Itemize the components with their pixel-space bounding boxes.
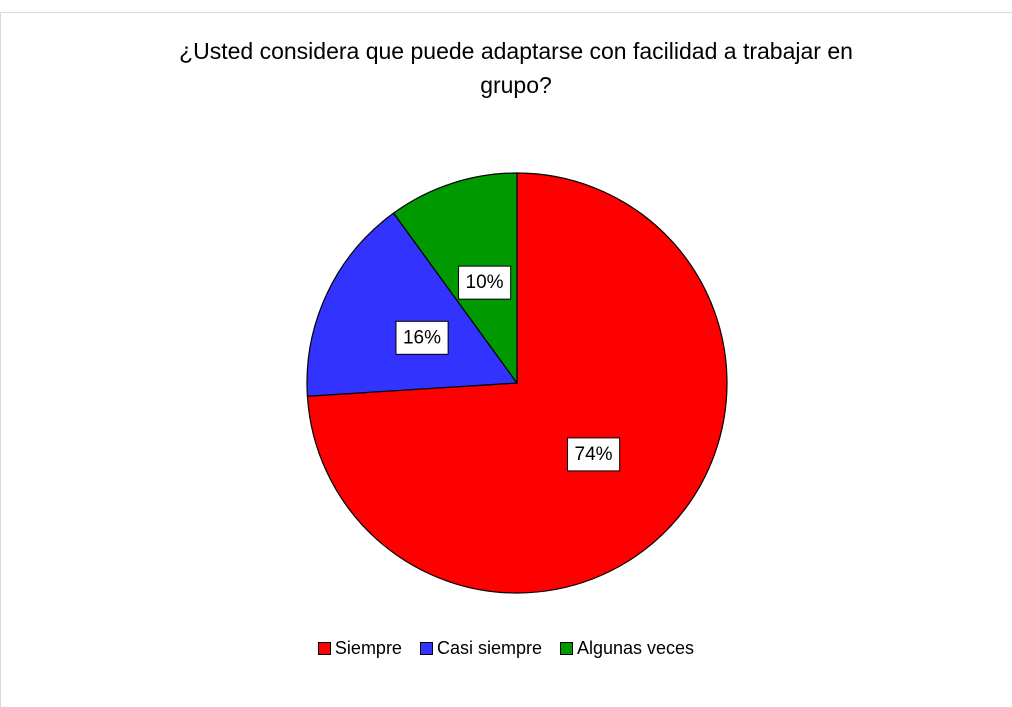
legend-item: Casi siempre <box>419 638 542 659</box>
data-label: 74% <box>567 437 621 472</box>
data-label-box <box>395 320 449 355</box>
data-label-box <box>458 265 512 300</box>
data-label-box <box>567 437 621 472</box>
data-label-text: 10% <box>466 272 504 293</box>
chart-title: ¿Usted considera que puede adaptarse con… <box>179 38 853 98</box>
data-label: 10% <box>458 265 512 300</box>
data-label: 16% <box>395 320 449 355</box>
data-label-text: 74% <box>575 444 613 465</box>
pie-slice <box>306 212 519 397</box>
legend-label: Siempre <box>334 638 402 658</box>
legend-item: Siempre <box>317 638 402 659</box>
chart-border <box>0 12 1012 707</box>
legend-label: Algunas veces <box>576 638 695 658</box>
legend-swatch <box>559 642 573 655</box>
legend-label: Casi siempre <box>436 638 542 658</box>
data-label-text: 16% <box>403 327 441 348</box>
pie-slice <box>392 172 518 385</box>
legend-swatch <box>419 642 433 655</box>
legend-swatch <box>317 642 331 655</box>
legend: Siempre Casi siempre Algunas veces <box>0 638 1012 659</box>
legend-item: Algunas veces <box>559 638 695 659</box>
